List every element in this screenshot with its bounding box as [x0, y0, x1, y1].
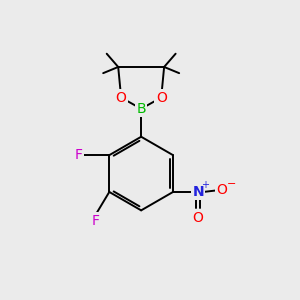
Text: +: + — [200, 181, 208, 190]
Text: O: O — [216, 184, 227, 197]
Text: B: B — [136, 102, 146, 116]
Text: F: F — [75, 148, 83, 162]
Text: O: O — [116, 91, 127, 105]
Text: N: N — [192, 185, 204, 199]
Text: O: O — [156, 91, 167, 105]
Text: O: O — [193, 212, 203, 226]
Text: −: − — [227, 179, 236, 189]
Text: F: F — [92, 214, 100, 227]
